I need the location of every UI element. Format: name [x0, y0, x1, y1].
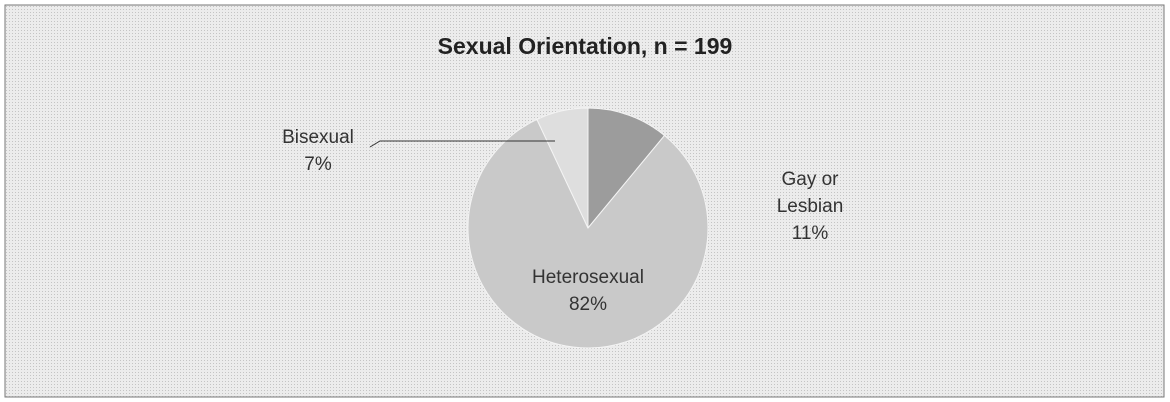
pie-slice — [587, 107, 666, 230]
category-label: Gay or Lesbian — [776, 169, 844, 217]
value-label: 7% — [304, 154, 332, 175]
pie-slice — [467, 118, 709, 349]
category-label: Heterosexual — [532, 267, 644, 288]
pie-slice — [536, 107, 589, 229]
leader-line — [369, 140, 555, 148]
slice-label: Bisexual 7% — [258, 124, 378, 178]
chart-title: Sexual Orientation, n = 199 — [438, 33, 733, 59]
slice-label: Heterosexual 82% — [498, 264, 678, 318]
value-label: 82% — [568, 294, 608, 315]
pie — [467, 107, 709, 349]
slice-label: Gay or Lesbian 11% — [758, 166, 862, 247]
category-label: Bisexual — [282, 127, 354, 148]
value-label: 11% — [791, 223, 829, 244]
